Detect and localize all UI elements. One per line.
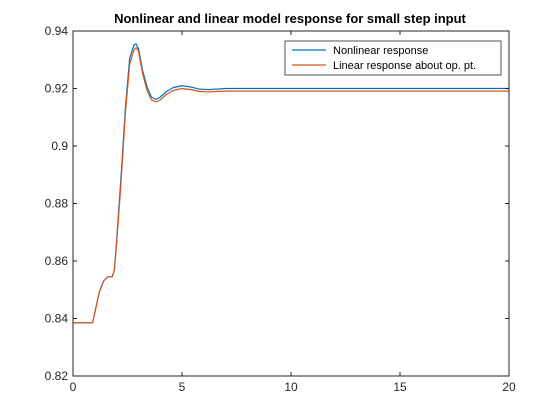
series-line-1	[73, 47, 509, 324]
y-tick-label: 0.86	[45, 254, 69, 268]
legend: Nonlinear response Linear response about…	[284, 40, 502, 76]
x-tick-label: 15	[393, 380, 407, 394]
series-layer	[73, 43, 509, 324]
x-tick-label: 20	[502, 380, 516, 394]
y-tick-label: 0.88	[45, 197, 69, 211]
y-tick-label: 0.94	[45, 24, 69, 38]
plot-area	[73, 31, 509, 376]
x-tick-label: 0	[70, 380, 77, 394]
y-tick-label: 0.82	[45, 369, 69, 383]
x-tick-label: 5	[179, 380, 186, 394]
y-tick-label: 0.9	[51, 139, 68, 153]
y-tick-label: 0.84	[45, 312, 69, 326]
legend-label-nonlinear: Nonlinear response	[333, 45, 428, 57]
tick-layer: 0 5 10 15 20 0.82 0.84 0.86 0.88 0.9 0.92 0.94	[45, 24, 516, 394]
y-tick-label: 0.92	[45, 82, 69, 96]
x-tick-label: 10	[284, 380, 298, 394]
chart-title: Nonlinear and linear model response for …	[114, 11, 466, 26]
legend-box	[284, 40, 502, 76]
legend-label-linear: Linear response about op. pt.	[333, 60, 476, 72]
